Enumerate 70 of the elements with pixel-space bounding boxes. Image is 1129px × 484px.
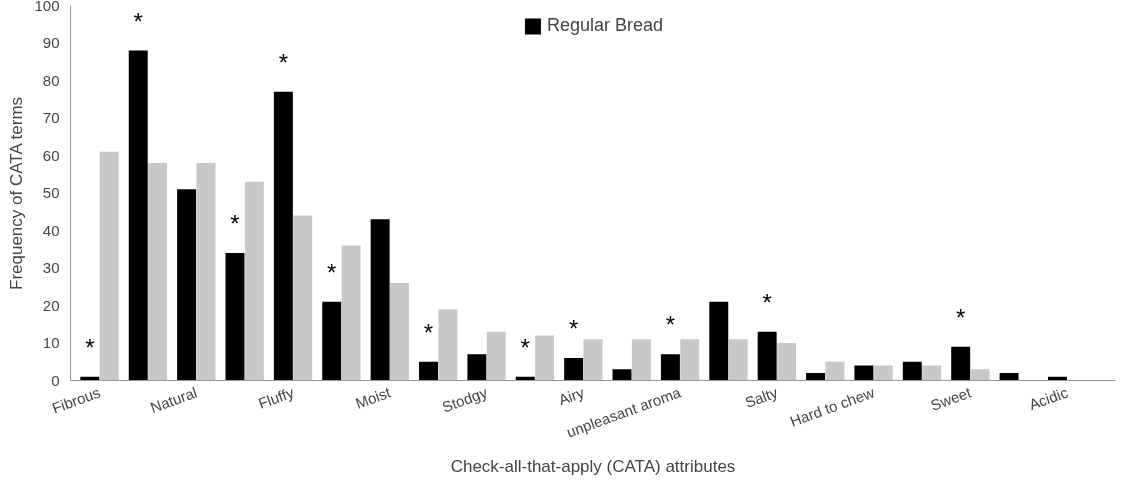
bar xyxy=(148,163,168,381)
bar xyxy=(390,283,409,381)
legend-label: Regular Bread xyxy=(546,15,664,36)
bar xyxy=(177,189,197,381)
bar xyxy=(244,181,264,381)
bar xyxy=(999,373,1019,381)
x-tick-label: Hard to chew xyxy=(787,383,877,430)
bar xyxy=(196,163,216,381)
bar xyxy=(680,339,700,381)
x-tick-label: Stodgy xyxy=(439,383,490,416)
bar xyxy=(612,369,632,381)
y-tick-label: 0 xyxy=(51,371,60,389)
x-tick-label: Fluffy xyxy=(255,383,297,412)
y-tick-label: 100 xyxy=(34,0,60,14)
y-tick-label: 10 xyxy=(42,334,60,351)
annotation: * xyxy=(278,48,289,76)
y-tick-label: 20 xyxy=(42,296,60,314)
bar xyxy=(438,309,458,381)
annotation: * xyxy=(520,333,530,361)
annotation: * xyxy=(956,303,966,331)
bar xyxy=(486,331,506,381)
bar xyxy=(873,365,893,381)
bar xyxy=(419,361,438,381)
bar xyxy=(225,253,245,381)
y-axis-title: Frequency of CATA terms xyxy=(7,96,27,290)
y-tick-label: 60 xyxy=(42,146,60,164)
bar xyxy=(128,50,148,381)
bar xyxy=(583,339,603,381)
annotation: * xyxy=(423,318,434,346)
bar xyxy=(757,331,777,381)
annotation: * xyxy=(85,333,95,361)
bar xyxy=(728,339,748,381)
y-tick-label: 30 xyxy=(42,259,60,276)
annotation: * xyxy=(762,288,772,316)
annotation: * xyxy=(568,315,579,342)
bar xyxy=(970,369,990,381)
bar xyxy=(902,361,922,381)
annotation: * xyxy=(230,210,240,237)
y-tick-label: 40 xyxy=(42,221,60,239)
bar xyxy=(825,361,845,381)
bar xyxy=(660,354,680,381)
annotation: * xyxy=(133,7,143,35)
x-tick-label: Airy xyxy=(556,383,587,409)
bar xyxy=(293,215,313,381)
y-tick-label: 90 xyxy=(42,34,60,51)
bar xyxy=(341,245,361,381)
x-tick-label: Moist xyxy=(353,383,394,412)
bar xyxy=(99,151,119,381)
annotation: * xyxy=(665,311,676,339)
bar xyxy=(951,346,971,381)
bar xyxy=(922,365,942,381)
y-tick-label: 50 xyxy=(42,184,60,201)
bar xyxy=(806,373,826,381)
bar xyxy=(631,339,651,381)
bar xyxy=(370,219,390,381)
y-tick-label: 70 xyxy=(42,109,60,126)
x-tick-label: Salty xyxy=(742,383,781,411)
bar xyxy=(854,365,874,381)
x-tick-label: Acidic xyxy=(1026,383,1071,414)
bar xyxy=(777,343,796,381)
bar xyxy=(709,301,729,381)
x-axis-title: Check-all-that-apply (CATA) attributes xyxy=(450,456,736,476)
y-tick-label: 80 xyxy=(42,71,60,89)
bar xyxy=(273,91,293,381)
x-tick-label: Sweet xyxy=(928,383,975,414)
bar xyxy=(322,301,342,381)
bar xyxy=(467,354,487,381)
bar xyxy=(564,358,584,381)
annotation: * xyxy=(327,258,337,286)
bar xyxy=(535,335,555,381)
